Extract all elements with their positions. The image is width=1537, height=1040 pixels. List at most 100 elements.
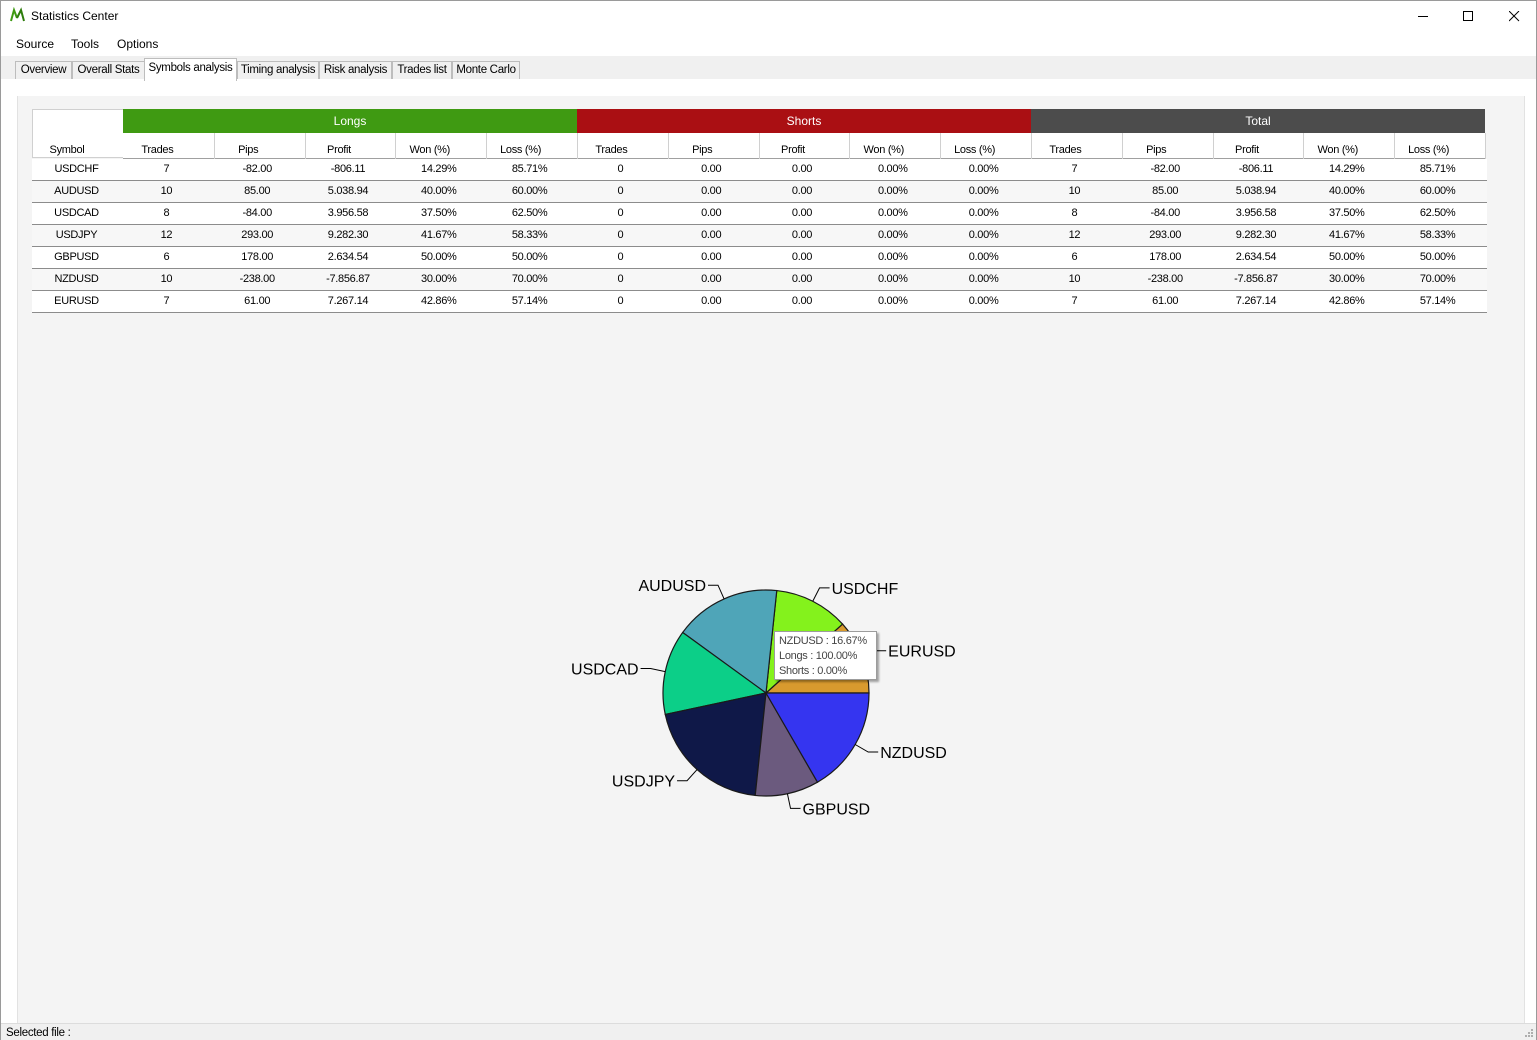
table-cell: 9.282.30 [327, 229, 369, 241]
column-divider[interactable] [577, 133, 578, 159]
table-cell: 0.00 [791, 251, 813, 263]
table-cell: 8 [163, 207, 170, 219]
table-cell: 0.00% [877, 207, 908, 219]
table-row[interactable]: USDCHF 7 -82.00 -806.11 14.29% 85.71% 0 0.00 0.0… [32, 159, 1487, 181]
column-header-longs-profit[interactable]: Profit [327, 144, 351, 156]
menu-tools[interactable]: Tools [71, 37, 100, 51]
table-cell: 0.00 [701, 295, 722, 307]
table-row[interactable]: EURUSD 7 61.00 7.267.14 42.86% 57.14% 0 0.00 0.0… [32, 291, 1487, 313]
table-cell: 10 [1068, 185, 1081, 197]
table-cell: 0.00% [968, 229, 999, 241]
table-cell: 40.00% [421, 185, 457, 197]
column-header-longs-trades[interactable]: Trades [141, 144, 174, 156]
column-header-longs-pips[interactable]: Pips [238, 144, 259, 156]
table-cell: 61.00 [244, 295, 271, 307]
menu-options[interactable]: Options [117, 37, 159, 51]
table-cell: 7 [163, 295, 170, 307]
column-divider[interactable] [940, 133, 942, 159]
column-header-shorts-loss[interactable]: Loss (%) [954, 144, 996, 156]
table-row[interactable]: AUDUSD 10 85.00 5.038.94 40.00% 60.00% 0 0.00 0.… [32, 181, 1487, 203]
column-divider[interactable] [1031, 133, 1032, 159]
symbol-column-header[interactable]: Symbol [49, 144, 85, 156]
column-header-total-won[interactable]: Won (%) [1317, 144, 1359, 156]
table-cell: 0.00% [877, 229, 908, 241]
tab-overview[interactable]: Overview [15, 61, 72, 80]
menu-source[interactable]: Source [16, 37, 55, 51]
column-divider[interactable] [1121, 133, 1123, 159]
resize-grip-icon[interactable] [1524, 1028, 1534, 1038]
column-divider[interactable] [1303, 133, 1305, 159]
table-cell: 14.29% [421, 163, 457, 175]
table-cell: 0.00% [968, 185, 999, 197]
column-header-total-profit[interactable]: Profit [1235, 144, 1259, 156]
table-cell: 14.29% [1329, 163, 1365, 175]
table-row[interactable]: USDJPY 12 293.00 9.282.30 41.67% 58.33% 0 0.00 0… [32, 225, 1487, 247]
column-header-total-loss[interactable]: Loss (%) [1408, 144, 1450, 156]
symbol-cell: GBPUSD [54, 251, 99, 263]
tab-timing-analysis[interactable]: Timing analysis [237, 61, 319, 80]
column-header-shorts-profit[interactable]: Profit [781, 144, 805, 156]
symbols-table: Symbol Longs Shorts Total Trades Pips Profit… [32, 109, 1487, 314]
column-divider[interactable] [304, 133, 306, 159]
column-header-longs-won[interactable]: Won (%) [409, 144, 451, 156]
tab-strip: Overview Overall Stats Symbols analysis … [1, 56, 1536, 81]
column-header-row [123, 133, 1485, 159]
table-cell: 0.00% [968, 163, 999, 175]
column-divider[interactable] [1485, 133, 1486, 159]
column-divider[interactable] [213, 133, 215, 159]
column-header-longs-loss[interactable]: Loss (%) [500, 144, 542, 156]
column-divider[interactable] [1212, 133, 1214, 159]
tab-risk-analysis[interactable]: Risk analysis [319, 61, 392, 80]
table-cell: 42.86% [421, 295, 457, 307]
table-cell: 70.00% [511, 273, 548, 285]
column-divider[interactable] [1394, 133, 1396, 159]
maximize-button[interactable] [1445, 1, 1491, 31]
title-bar[interactable]: Statistics Center [1, 1, 1536, 31]
table-row[interactable]: NZDUSD 10 -238.00 -7.856.87 30.00% 70.00% 0 0.0… [32, 269, 1487, 291]
symbol-cell: USDCAD [54, 207, 99, 219]
table-cell: 30.00% [421, 273, 457, 285]
column-divider[interactable] [849, 133, 851, 159]
table-cell: 0 [617, 207, 624, 219]
table-cell: 61.00 [1152, 295, 1179, 307]
table-cell: 57.14% [511, 295, 548, 307]
tab-overall-stats[interactable]: Overall Stats [72, 61, 145, 80]
column-divider[interactable] [667, 133, 669, 159]
table-cell: 62.50% [511, 207, 548, 219]
table-row[interactable]: GBPUSD 6 178.00 2.634.54 50.00% 50.00% 0 0.00 0.… [32, 247, 1487, 269]
column-header-total-pips[interactable]: Pips [1146, 144, 1167, 156]
tab-monte-carlo[interactable]: Monte Carlo [452, 61, 520, 80]
tab-symbols-analysis[interactable]: Symbols analysis [144, 58, 237, 81]
tooltip-line-longs: Longs : 100.00% [779, 650, 858, 662]
column-header-shorts-pips[interactable]: Pips [692, 144, 713, 156]
table-cell: 50.00% [1419, 251, 1456, 263]
symbol-header-cell [32, 109, 123, 158]
table-cell: 293.00 [1149, 229, 1182, 241]
table-cell: 0.00% [968, 295, 999, 307]
table-cell: 60.00% [1419, 185, 1456, 197]
column-divider[interactable] [758, 133, 760, 159]
column-header-shorts-won[interactable]: Won (%) [863, 144, 905, 156]
column-header-total-trades[interactable]: Trades [1049, 144, 1082, 156]
table-cell: 0 [617, 229, 624, 241]
column-divider[interactable] [395, 133, 397, 159]
table-cell: 5.038.94 [1235, 185, 1277, 197]
table-cell: 293.00 [241, 229, 274, 241]
minimize-button[interactable] [1400, 1, 1446, 31]
table-cell: 50.00% [421, 251, 457, 263]
column-header-shorts-trades[interactable]: Trades [595, 144, 628, 156]
table-cell: 57.14% [1419, 295, 1456, 307]
tab-trades-list[interactable]: Trades list [392, 61, 452, 80]
symbol-cell: USDJPY [55, 229, 98, 241]
table-cell: 62.50% [1419, 207, 1456, 219]
table-row[interactable]: USDCAD 8 -84.00 3.956.58 37.50% 62.50% 0 0.00 0.… [32, 203, 1487, 225]
table-cell: 0.00% [968, 207, 999, 219]
table-cell: 0.00 [791, 273, 813, 285]
table-cell: 10 [160, 273, 173, 285]
table-cell: 70.00% [1419, 273, 1456, 285]
table-cell: 0.00 [701, 251, 722, 263]
table-cell: -84.00 [242, 207, 273, 219]
column-divider[interactable] [486, 133, 488, 159]
close-button[interactable] [1491, 1, 1537, 31]
table-cell: 0.00 [701, 273, 722, 285]
